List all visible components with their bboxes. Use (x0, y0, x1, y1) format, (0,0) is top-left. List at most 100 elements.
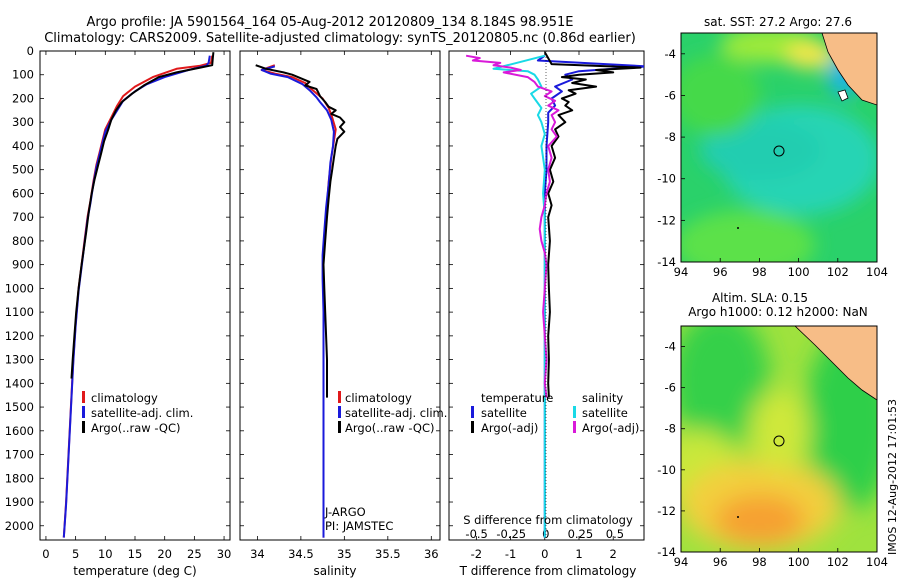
depth-tick-label: 300 (12, 115, 34, 129)
salinity-series-group (256, 65, 345, 537)
figure: Argo profile: JA 5901564_164 05-Aug-2012… (0, 0, 900, 580)
legend-label: Argo(-adj) (481, 421, 538, 435)
legend-label: Argo(-adj) (582, 421, 639, 435)
x-tick-label: 35.5 (375, 547, 401, 561)
map-y-tick-label: -4 (665, 340, 676, 354)
legend-swatch-argo (82, 421, 85, 433)
depth-tick-label: 100 (12, 68, 34, 82)
profile-curves (64, 52, 648, 537)
map-x-tick-label: 102 (827, 555, 849, 569)
series-line-temperature-argo-adj- (545, 52, 641, 397)
legend-swatch-argo (338, 421, 341, 433)
x-tick-label-top: -0.5 (465, 527, 487, 541)
map-y-tick-label: -6 (665, 88, 676, 102)
legend-label: Argo(..raw -QC) (91, 421, 181, 435)
legend-swatch-t-satellite (471, 406, 474, 418)
map-x-tick-label: 96 (713, 555, 728, 569)
series-line-temperature-satellite (538, 56, 648, 538)
map-x-tick-label: 100 (788, 265, 810, 279)
map-x-tick-label: 104 (866, 555, 888, 569)
depth-tick-label: 1200 (5, 329, 34, 343)
depth-tick-label: 1100 (5, 305, 34, 319)
depth-tick-label: 1500 (5, 400, 34, 414)
map-x-tick-label: 104 (866, 265, 888, 279)
map-x-tick-label: 98 (752, 265, 767, 279)
salinity-xlabel: salinity (313, 564, 356, 578)
x-tick-label: 15 (128, 547, 143, 561)
series-line-satellite-adj-clim- (262, 66, 334, 537)
depth-tick-label: 200 (12, 91, 34, 105)
map-y-tick-label: -14 (657, 255, 676, 269)
x-tick-label-top: -0.25 (496, 527, 526, 541)
legend-swatch-s-satellite (573, 406, 576, 418)
legend-label: satellite-adj. clim. (91, 406, 193, 420)
series-line-satellite-adj-clim- (64, 56, 210, 538)
series-line-argo-raw-qc- (72, 52, 214, 378)
depth-tick-label: 1900 (5, 495, 34, 509)
map-y-tick-label: -8 (665, 130, 676, 144)
track-dot (737, 227, 739, 229)
legend-label: climatology (91, 391, 158, 405)
imos-timestamp-label: IMOS 12-Aug-2012 17:01:53 (886, 399, 899, 555)
legend-swatch-satellite (82, 406, 85, 418)
difference-series-group (466, 52, 647, 537)
difference-xlabel-top: S difference from climatology (463, 513, 633, 527)
depth-tick-label: 1400 (5, 376, 34, 390)
legend-swatch-s-argo (573, 421, 576, 433)
x-tick-label: -2 (471, 547, 482, 561)
depth-tick-label: 500 (12, 163, 34, 177)
temperature-series-group (64, 52, 214, 537)
map-y-tick-label: -10 (657, 172, 676, 186)
map-y-tick-label: -6 (665, 381, 676, 395)
depth-tick-label: 1800 (5, 471, 34, 485)
depth-tick-label: 1700 (5, 448, 34, 462)
legend-label: Argo(..raw -QC) (345, 421, 435, 435)
depth-tick-label: 700 (12, 210, 34, 224)
legend-label: satellite (582, 406, 628, 420)
map-y-tick-label: -14 (657, 545, 676, 559)
depth-tick-label: 2000 (5, 519, 34, 533)
depth-tick-label: 400 (12, 139, 34, 153)
x-tick-label: 34.5 (288, 547, 314, 561)
map-y-tick-label: -12 (657, 213, 676, 227)
legend-swatch-satellite (338, 406, 341, 418)
sla-map-title-line2: Argo h1000: 0.12 h2000: NaN (688, 305, 868, 319)
map-y-tick-label: -10 (657, 463, 676, 477)
x-tick-label: 25 (187, 547, 202, 561)
salinity-legend: climatology satellite-adj. clim. Argo(..… (338, 391, 447, 435)
depth-tick-label: 800 (12, 234, 34, 248)
depth-tick-label: 0 (27, 44, 34, 58)
x-tick-label: 35 (337, 547, 352, 561)
temperature-legend: climatology satellite-adj. clim. Argo(..… (82, 391, 193, 435)
sla-map-field (660, 310, 895, 552)
legend-label: satellite-adj. clim. (345, 406, 447, 420)
legend-header-temperature: temperature (481, 391, 553, 405)
depth-tick-label: 1600 (5, 424, 34, 438)
legend-swatch-climatology (82, 391, 85, 403)
depth-tick-label: 900 (12, 258, 34, 272)
title-line1: Argo profile: JA 5901564_164 05-Aug-2012… (86, 15, 573, 30)
map-x-tick-label: 102 (827, 265, 849, 279)
map-y-tick-label: -8 (665, 422, 676, 436)
legend-label: satellite (481, 406, 527, 420)
float-program-label: J-ARGO (324, 505, 366, 519)
map-x-tick-label: 96 (713, 265, 728, 279)
depth-tick-label: 1000 (5, 281, 34, 295)
map-x-tick-label: 100 (788, 555, 810, 569)
x-tick-label: -1 (505, 547, 516, 561)
legend-label: climatology (345, 391, 412, 405)
x-tick-label: 10 (98, 547, 113, 561)
depth-tick-label: 1300 (5, 353, 34, 367)
difference-legend: temperature salinity satellite Argo(-adj… (471, 391, 639, 435)
x-tick-label: 1 (575, 547, 582, 561)
x-tick-label: 34 (250, 547, 265, 561)
map-y-tick-label: -12 (657, 504, 676, 518)
track-dot (737, 516, 739, 518)
sla-map-title-line1: Altim. SLA: 0.15 (712, 291, 808, 305)
legend-swatch-t-argo (471, 421, 474, 433)
x-tick-label-top: 0.25 (568, 527, 594, 541)
x-tick-label: 2 (610, 547, 617, 561)
title-line2: Climatology: CARS2009. Satellite-adjuste… (44, 31, 636, 46)
x-tick-label: 5 (72, 547, 79, 561)
legend-header-salinity: salinity (582, 391, 623, 405)
